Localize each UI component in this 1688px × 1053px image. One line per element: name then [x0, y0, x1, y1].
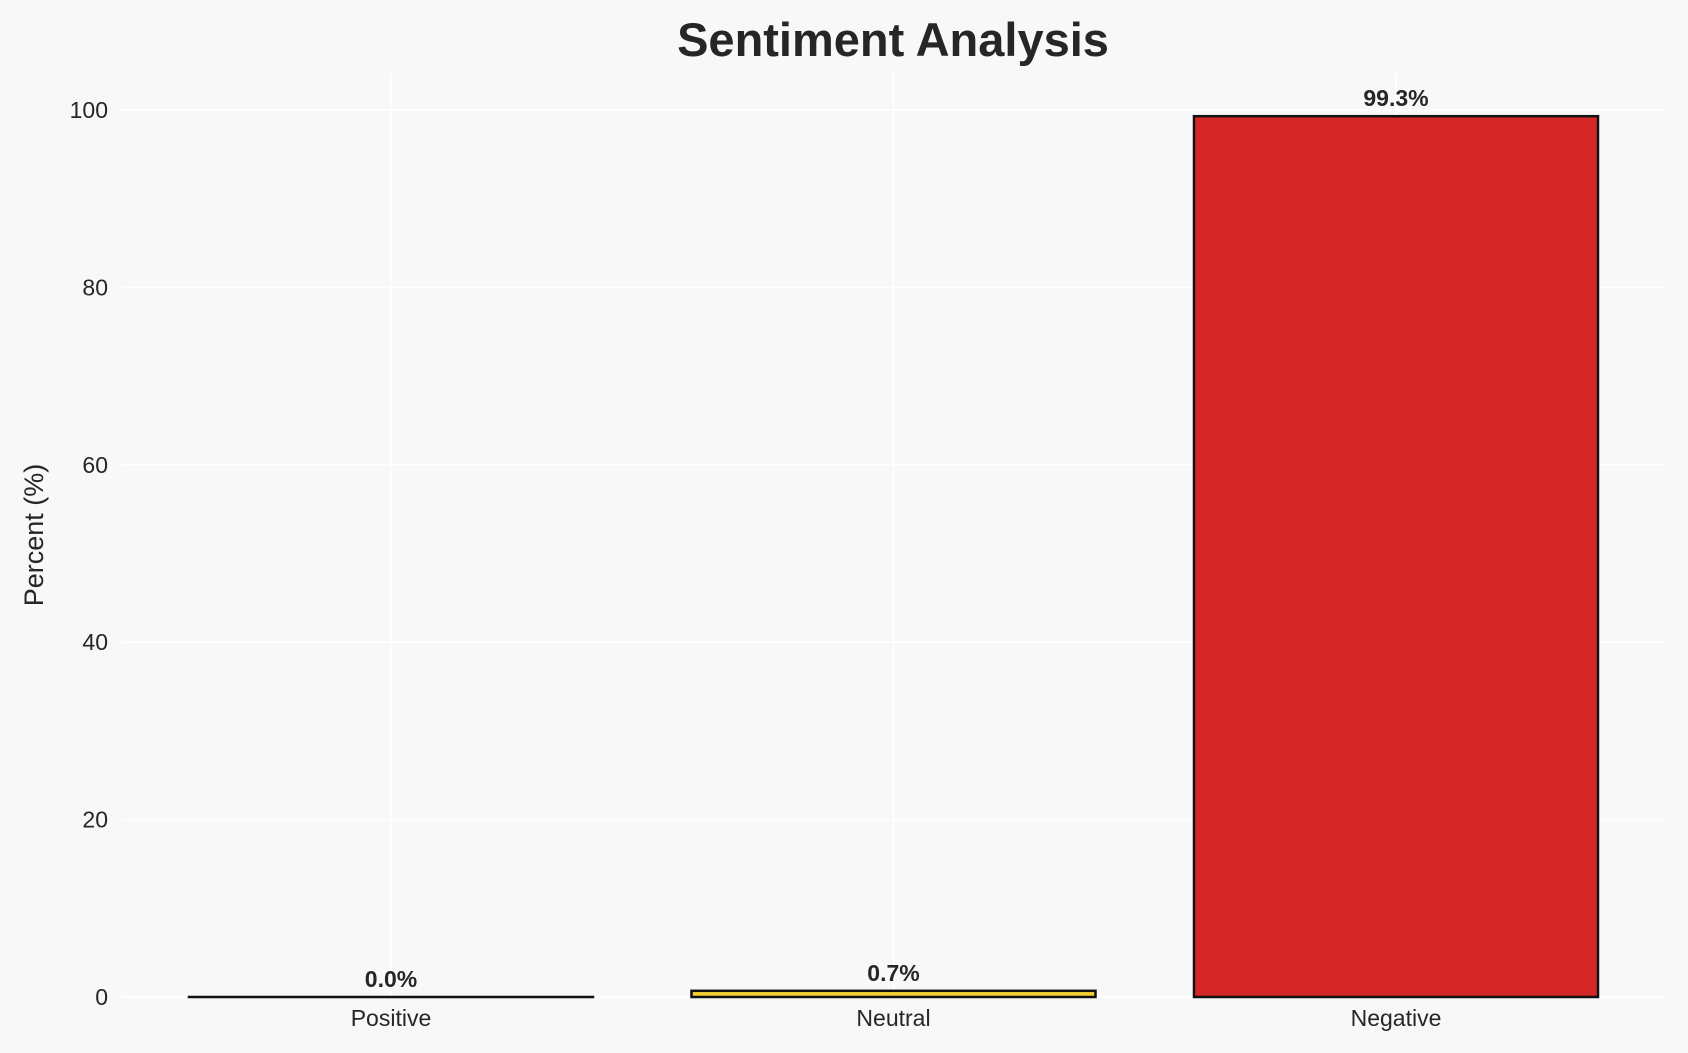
y-tick-label: 20: [82, 807, 108, 833]
data-label-negative: 99.3%: [1363, 85, 1428, 111]
y-tick-label: 100: [70, 97, 108, 123]
y-tick-label: 80: [82, 274, 108, 300]
y-tick-label: 0: [95, 984, 108, 1010]
x-tick-label: Positive: [351, 1005, 432, 1031]
bar-negative: [1192, 114, 1600, 999]
chart-title: Sentiment Analysis: [677, 13, 1109, 66]
y-tick-label: 40: [82, 629, 108, 655]
data-label-positive: 0.0%: [365, 966, 417, 992]
y-tick-label: 60: [82, 452, 108, 478]
data-label-neutral: 0.7%: [867, 960, 919, 986]
bar-neutral: [690, 989, 1097, 999]
x-tick-label: Negative: [1351, 1005, 1442, 1031]
x-tick-label: Neutral: [856, 1005, 930, 1031]
y-axis-label: Percent (%): [19, 464, 49, 607]
